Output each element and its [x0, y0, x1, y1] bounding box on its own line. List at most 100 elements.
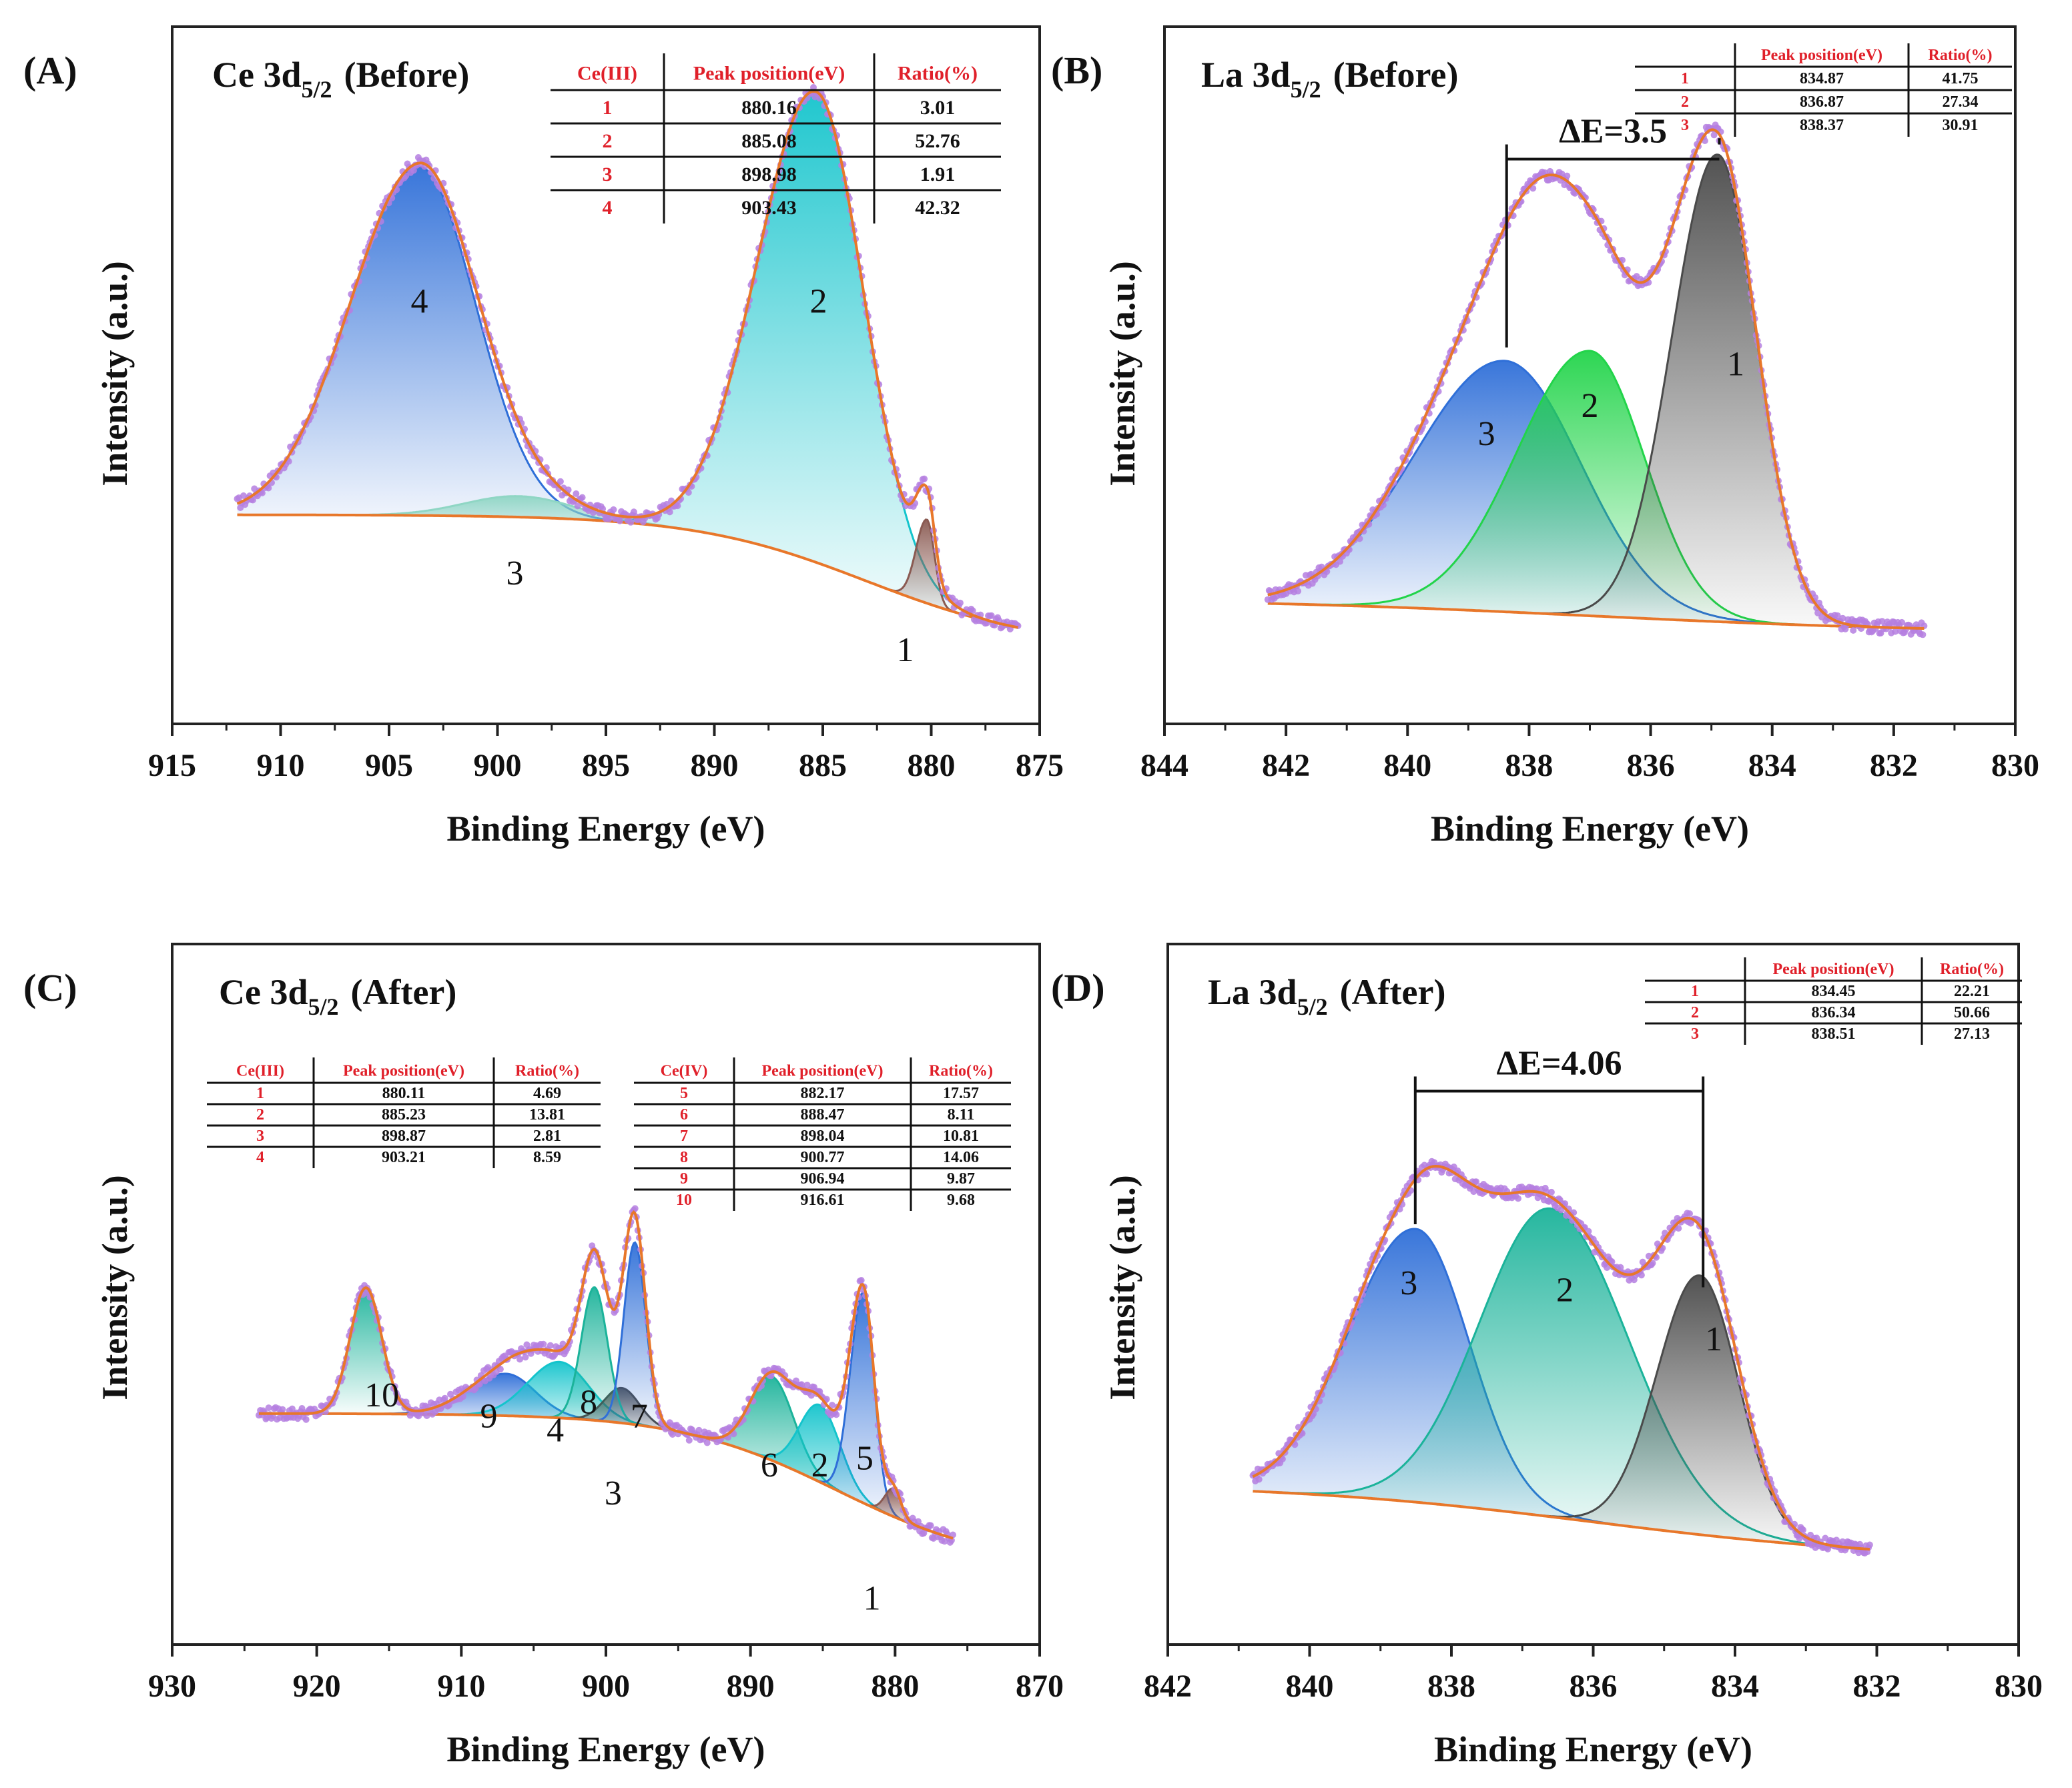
table-cell: 27.34	[1943, 93, 1979, 111]
peak-area-1	[858, 1488, 930, 1531]
x-tick-label: 840	[1286, 1669, 1334, 1704]
title-subscript: 5/2	[1291, 76, 1321, 103]
x-tick-label: 880	[908, 748, 956, 783]
table-cell: 14.06	[943, 1149, 979, 1166]
raw-point	[579, 494, 586, 501]
raw-point	[258, 490, 266, 496]
panel-b: 3 2 1 ΔE=3.5 844 842 840 838 836 834 832 830 Binding…	[1051, 25, 2039, 849]
x-tick-label: 840	[1383, 748, 1431, 783]
table-cell: 903.21	[382, 1149, 426, 1166]
raw-point	[1800, 1526, 1806, 1534]
table-cell: 838.37	[1800, 117, 1844, 134]
raw-point	[1533, 1185, 1540, 1192]
table-cell: 880.11	[382, 1085, 426, 1102]
delta-e-label: ΔE=4.06	[1497, 1045, 1622, 1083]
raw-point	[288, 1405, 296, 1412]
raw-point	[1337, 558, 1343, 565]
table-cell: 3	[256, 1128, 264, 1145]
raw-point	[674, 502, 681, 510]
peak-label-3: 3	[1400, 1264, 1417, 1302]
raw-point	[969, 607, 976, 614]
raw-point	[516, 1356, 523, 1363]
peak-label-3: 3	[1478, 415, 1495, 453]
x-axis-label: Binding Energy (eV)	[1431, 809, 1749, 849]
peak-area-1	[882, 519, 972, 617]
x-tick-label: 834	[1711, 1669, 1759, 1704]
plot-frame	[171, 943, 1041, 1646]
table-cell: 885.08	[741, 130, 797, 152]
raw-point	[249, 496, 256, 504]
raw-point	[685, 489, 692, 496]
panel-title: Ce 3d5/2 (After)	[219, 972, 456, 1020]
raw-point	[540, 1340, 547, 1348]
panel-title: La 3d5/2 (After)	[1208, 972, 1445, 1020]
x-tick-label: 915	[148, 748, 196, 783]
peak-area-5	[809, 1292, 917, 1526]
panel-letter: (D)	[1051, 966, 1105, 1009]
title-rest: (Before)	[344, 55, 470, 95]
title-subscript: 5/2	[1297, 993, 1328, 1020]
background-line	[259, 1412, 954, 1540]
table-cell: 3	[603, 163, 613, 185]
table-cell: 3	[1691, 1025, 1699, 1043]
raw-point	[1473, 1178, 1480, 1186]
raw-point	[265, 484, 272, 492]
peak-label-4: 4	[547, 1412, 564, 1450]
table-cell: 836.87	[1800, 93, 1844, 111]
peak-area-2	[1253, 1208, 1870, 1550]
title-subscript: 5/2	[302, 76, 332, 103]
table-cell: 836.34	[1812, 1004, 1856, 1021]
raw-point	[574, 502, 581, 510]
envelope-line	[236, 89, 1018, 629]
table-cell: 916.61	[801, 1192, 845, 1209]
raw-point	[927, 1522, 934, 1529]
raw-point	[1898, 618, 1905, 626]
table-cell: 9	[680, 1170, 688, 1188]
x-tick-label: 885	[799, 748, 847, 783]
peak-label-3: 3	[506, 554, 524, 592]
peak-label-9: 9	[480, 1398, 498, 1436]
raw-point	[302, 1416, 310, 1423]
table-cell: 1.91	[920, 163, 956, 185]
table-cell: 880.16	[741, 97, 797, 119]
raw-point	[1824, 1545, 1831, 1552]
x-tick-label: 900	[582, 1669, 630, 1704]
raw-point	[1878, 618, 1886, 625]
table-cell: 898.04	[801, 1128, 845, 1145]
raw-point	[1423, 1170, 1431, 1178]
raw-point	[265, 1404, 272, 1412]
background-line	[1253, 1490, 1870, 1551]
x-tick-label: 844	[1140, 748, 1188, 783]
raw-point	[1295, 588, 1302, 594]
table-cell: 834.45	[1812, 983, 1856, 1000]
table-cell: 1	[256, 1085, 264, 1102]
raw-point	[423, 1412, 430, 1419]
peak-label-4: 4	[411, 282, 428, 320]
y-axis-label: Intensity (a.u.)	[1102, 261, 1142, 486]
raw-point	[1675, 1225, 1682, 1232]
peak-label-6: 6	[761, 1446, 778, 1484]
x-tick-label: 875	[1016, 748, 1064, 783]
title-rest: (Before)	[1333, 55, 1459, 95]
peak-area-4	[237, 167, 711, 534]
delta-e-marker: ΔE=3.5	[1505, 113, 1721, 348]
raw-point	[695, 1426, 703, 1434]
table-header: Peak position(eV)	[1773, 961, 1894, 978]
peak-area-1	[1521, 1275, 1870, 1550]
raw-point	[1255, 1476, 1263, 1483]
peak-area-4	[426, 1362, 692, 1435]
peak-label-10: 10	[364, 1376, 399, 1414]
table-cell: 27.13	[1954, 1025, 1990, 1043]
x-tick-label: 830	[1995, 1669, 2043, 1704]
table-cell: 1	[1681, 70, 1689, 87]
x-tick-label: 900	[474, 748, 522, 783]
x-tick-label: 834	[1748, 748, 1796, 783]
peak-area-2	[1285, 350, 1896, 628]
table-cell: 882.17	[801, 1085, 845, 1102]
table-cell: 885.23	[382, 1106, 426, 1124]
table-cell: 8	[680, 1149, 688, 1166]
peak-label-2: 2	[811, 1446, 829, 1484]
raw-point	[610, 506, 617, 513]
raw-point	[522, 1354, 529, 1361]
data-table: Ce(IV) Peak position(eV) Ratio(%) 5 882.17 17…	[634, 1057, 1011, 1211]
